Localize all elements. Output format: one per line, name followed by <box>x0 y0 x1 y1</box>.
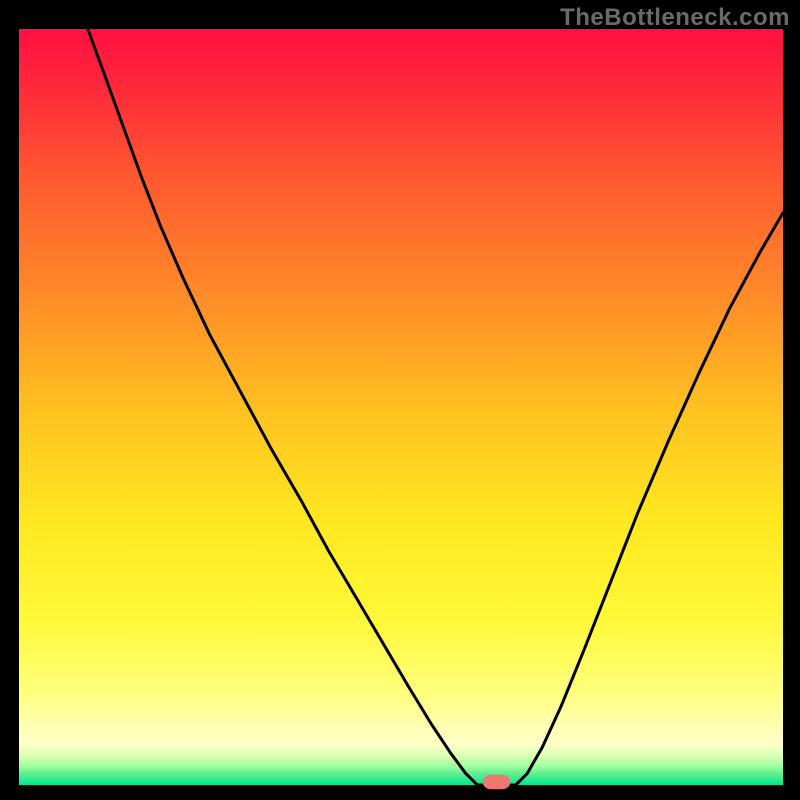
optimal-point-marker <box>483 775 510 789</box>
bottleneck-curve-chart <box>0 0 800 800</box>
watermark-text: TheBottleneck.com <box>560 4 790 32</box>
chart-container: { "watermark": "TheBottleneck.com", "cha… <box>0 0 800 800</box>
